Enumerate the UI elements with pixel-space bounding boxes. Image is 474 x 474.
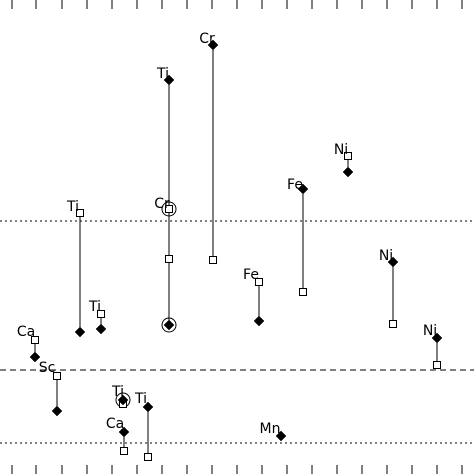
open-square-point bbox=[299, 288, 307, 296]
open-square-point bbox=[344, 152, 352, 160]
filled-diamond-point bbox=[117, 394, 129, 406]
open-square-point bbox=[165, 255, 173, 263]
element-label: Fe bbox=[243, 267, 259, 283]
open-square-point bbox=[209, 256, 217, 264]
axis-ticks bbox=[11, 0, 463, 474]
open-square-point bbox=[31, 336, 39, 344]
element-label: Cr bbox=[199, 31, 215, 47]
filled-diamond-point bbox=[431, 332, 443, 344]
filled-diamond-point bbox=[163, 319, 175, 331]
open-square-point bbox=[97, 310, 105, 318]
open-square-point bbox=[389, 320, 397, 328]
element-label: Ti bbox=[111, 384, 124, 400]
element-label: Ti bbox=[66, 199, 79, 215]
element-label: Cr bbox=[154, 196, 170, 212]
element-label: Ti bbox=[156, 66, 169, 82]
open-square-point bbox=[53, 372, 61, 380]
filled-diamond-point bbox=[387, 256, 399, 268]
ring-marker bbox=[161, 317, 177, 333]
filled-diamond-point bbox=[118, 426, 130, 438]
element-label: Ca bbox=[17, 324, 35, 340]
element-markers bbox=[29, 39, 443, 461]
element-stems bbox=[34, 45, 438, 457]
filled-diamond-point bbox=[163, 74, 175, 86]
element-label: Fe bbox=[287, 177, 303, 193]
element-label: Ti bbox=[88, 299, 101, 315]
filled-diamond-point bbox=[297, 183, 309, 195]
filled-diamond-point bbox=[74, 326, 86, 338]
reference-lines bbox=[0, 220, 474, 444]
element-label: Ni bbox=[379, 248, 393, 264]
element-label: Ni bbox=[334, 142, 348, 158]
filled-diamond-point bbox=[29, 351, 41, 363]
filled-diamond-point bbox=[207, 39, 219, 51]
element-label: Ti bbox=[134, 391, 147, 407]
open-square-point bbox=[165, 205, 173, 213]
filled-diamond-point bbox=[275, 430, 287, 442]
open-square-point bbox=[144, 453, 152, 461]
filled-diamond-point bbox=[95, 323, 107, 335]
filled-diamond-point bbox=[253, 315, 265, 327]
open-square-point bbox=[433, 361, 441, 369]
filled-diamond-point bbox=[342, 166, 354, 178]
element-label: Mn bbox=[260, 421, 281, 437]
open-square-point bbox=[76, 209, 84, 217]
element-label: Ni bbox=[423, 323, 437, 339]
filled-diamond-point bbox=[51, 405, 63, 417]
element-label: Sc bbox=[39, 360, 56, 376]
open-square-point bbox=[120, 447, 128, 455]
open-square-point bbox=[255, 278, 263, 286]
ring-marker bbox=[161, 201, 177, 217]
element-labels: Cr Ti Cr Ni Fe Ti Ni Fe Ti Ni Ca Sc Ti Ti Ca Mn bbox=[17, 31, 437, 437]
element-label: Ca bbox=[106, 416, 124, 432]
filled-diamond-point bbox=[142, 401, 154, 413]
